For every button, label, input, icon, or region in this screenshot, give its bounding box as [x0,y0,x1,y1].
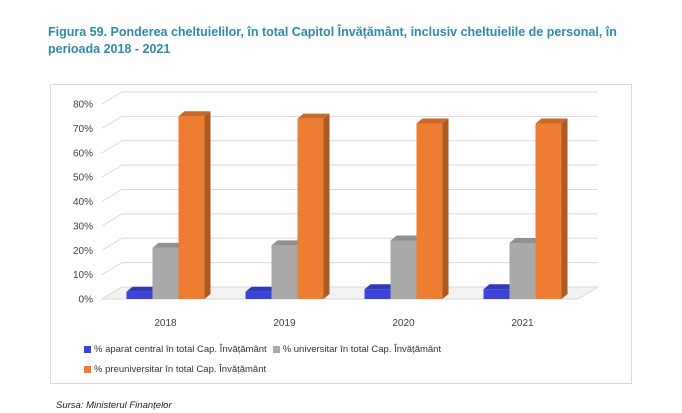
bar [390,240,417,299]
bar [271,245,298,299]
legend-label-preuniversitar: % preuniversitar în total Cap. Învățămân… [94,363,267,375]
x-tick-label: 2018 [154,318,177,329]
legend-item-aparat-central: % aparat central în total Cap. Învățămân… [84,344,267,355]
bar-top [126,286,159,292]
bar-top [152,242,185,248]
bar [126,291,153,299]
y-tick-label: 40% [73,197,93,208]
bar-top [390,235,423,241]
y-tick-label: 60% [73,148,93,159]
gridline [101,115,598,129]
legend-row-2: % preuniversitar în total Cap. Învățămân… [84,359,554,379]
legend-label-universitar: % universitar în total Cap. Învățământ [282,343,442,355]
bar-side [204,111,211,299]
bar-side [561,118,568,299]
bar-top [297,113,330,119]
bar-side [323,113,330,299]
bar-top [509,237,542,243]
bar [364,289,391,299]
legend-swatch-preuniversitar [84,365,91,373]
bar-top [535,118,568,124]
legend-label-aparat-central: % aparat central în total Cap. Învățămân… [94,343,267,355]
legend-swatch-aparat-central [84,345,91,353]
bar-top [178,111,211,117]
bar-top [483,284,516,290]
y-tick-label: 50% [73,173,93,184]
figure-title: Figura 59. Ponderea cheltuielilor, în to… [48,25,617,56]
gridline [101,189,598,202]
x-tick-label: 2019 [273,318,296,329]
bar-top [271,240,304,246]
x-tick-label: 2021 [511,318,534,329]
legend-row-1: % aparat central în total Cap. Învățămân… [84,339,554,359]
x-tick-label: 2020 [392,318,415,329]
y-tick-label: 20% [73,246,93,257]
bar [416,123,443,299]
bar-side [442,118,449,299]
bar [245,291,272,299]
gridline [101,164,598,178]
y-tick-label: 80% [73,100,93,111]
legend-item-preuniversitar: % preuniversitar în total Cap. Învățămân… [84,364,266,375]
bar [483,289,510,299]
figure-source: Sursa: Ministerul Finanțelor [56,400,172,411]
y-tick-label: 70% [73,124,93,135]
legend-swatch-universitar [272,345,280,353]
gridline [101,140,598,154]
bar [535,123,562,299]
bar [152,247,179,299]
bar-top [245,286,278,292]
chart-frame [50,84,632,384]
y-tick-label: 0% [79,295,94,306]
bar-top [416,118,449,124]
bar [509,242,536,299]
bar-top [364,284,397,290]
gridline [101,91,598,105]
y-tick-label: 10% [73,270,93,281]
y-tick-label: 30% [73,221,93,232]
gridline [101,213,598,227]
bar [178,116,205,299]
bar [297,118,324,299]
legend-item-universitar: % universitar în total Cap. Învățământ [272,343,442,355]
chart-legend: % aparat central în total Cap. Învățămân… [84,339,554,379]
